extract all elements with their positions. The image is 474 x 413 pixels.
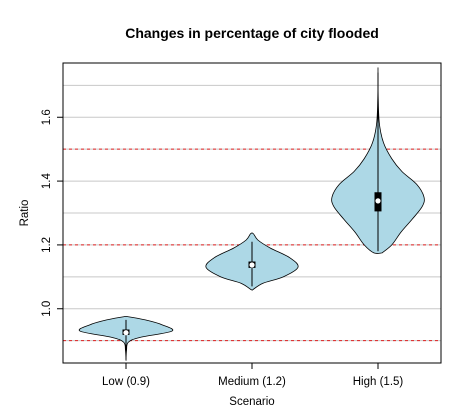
- y-axis: 1.0 1.2 1.4 1.6: [41, 109, 63, 317]
- y-tick-label: 1.4: [41, 172, 53, 189]
- y-tick-label: 1.2: [41, 237, 53, 253]
- x-tick-label: High (1.5): [353, 376, 404, 388]
- y-axis-title: Ratio: [19, 200, 31, 227]
- violin-median-point: [123, 330, 129, 336]
- violins: [78, 67, 425, 361]
- y-tick-label: 1.6: [41, 109, 53, 125]
- y-tick-label: 1.0: [41, 301, 53, 317]
- x-tick-label: Medium (1.2): [218, 376, 286, 388]
- violin-median-point: [375, 198, 381, 204]
- chart-title: Changes in percentage of city flooded: [125, 25, 379, 41]
- x-tick-label: Low (0.9): [102, 376, 150, 388]
- x-axis-title: Scenario: [229, 396, 274, 408]
- x-axis: Low (0.9) Medium (1.2) High (1.5): [102, 363, 403, 388]
- violin-median-point: [249, 262, 255, 268]
